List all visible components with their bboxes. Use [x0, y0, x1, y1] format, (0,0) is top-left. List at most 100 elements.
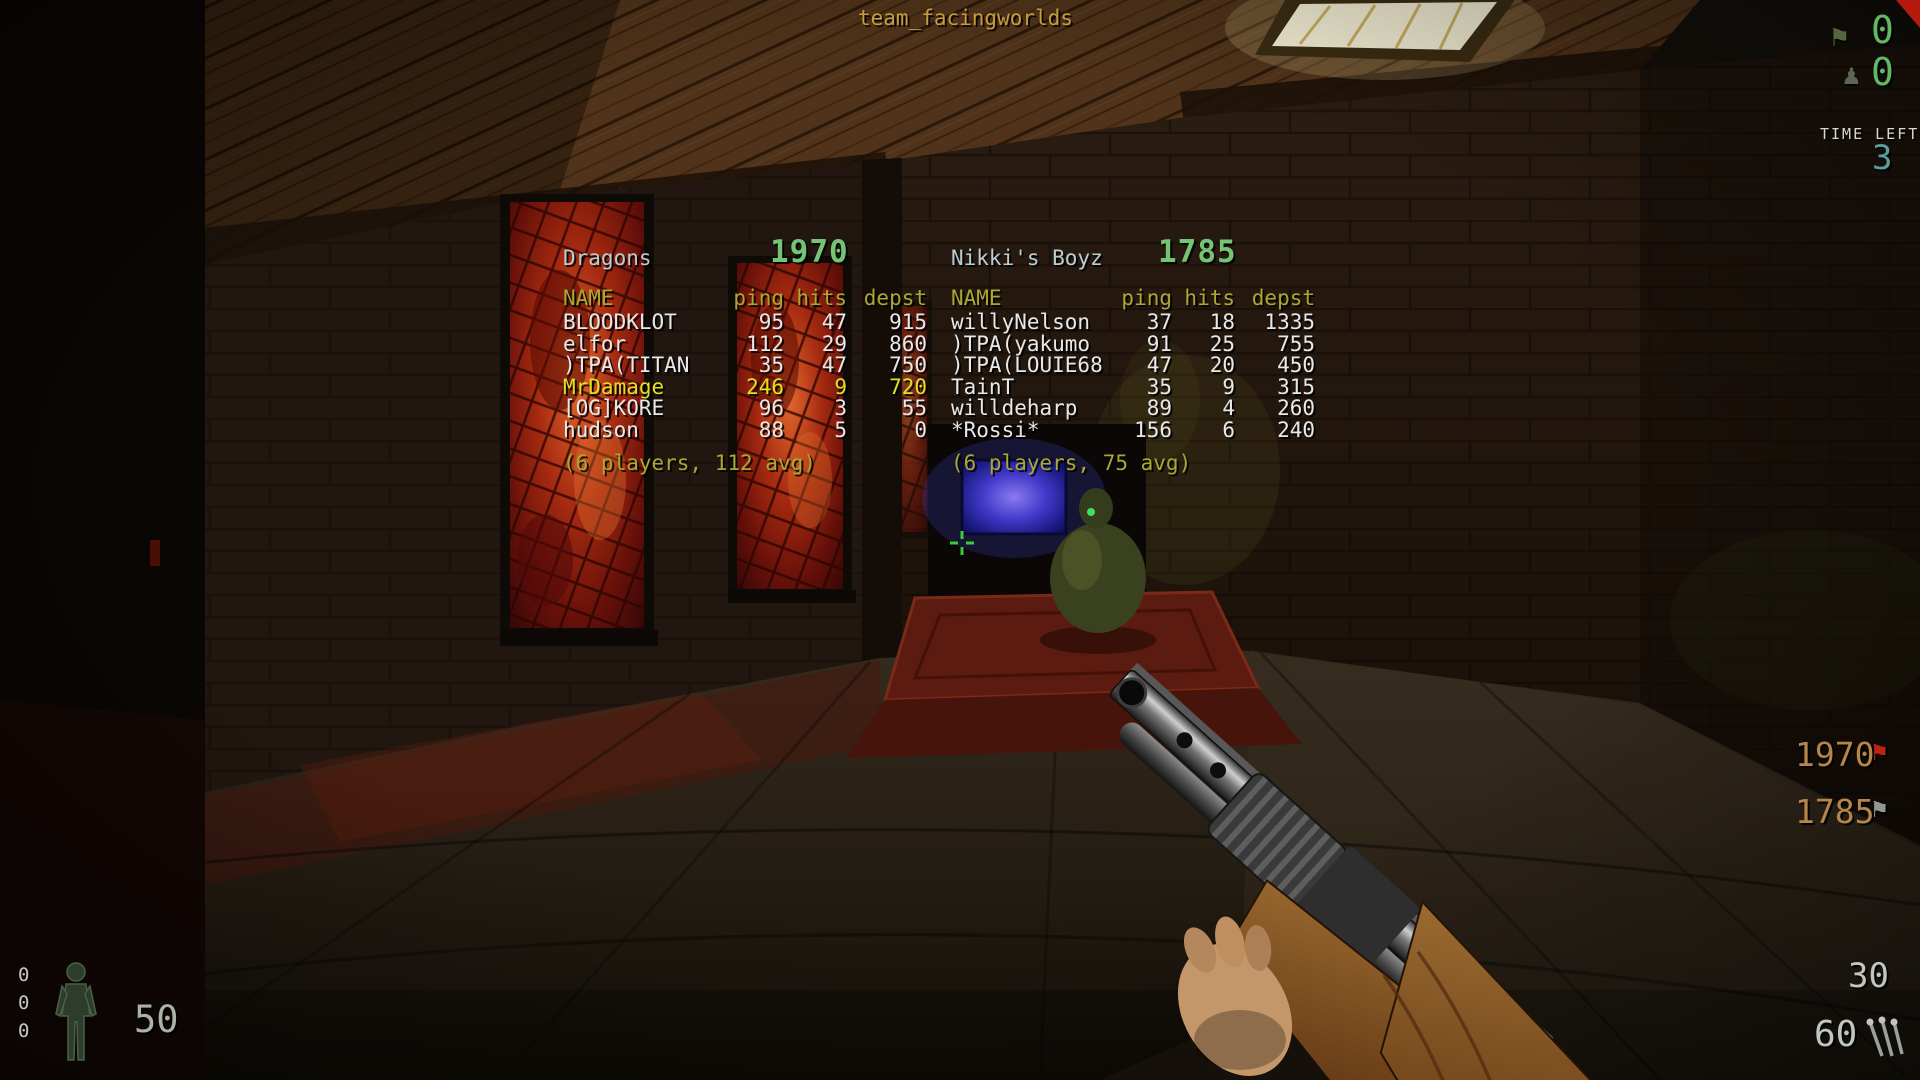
- player-name: )TPA(yakumo: [951, 331, 1091, 356]
- shells-count: 30: [1848, 956, 1889, 996]
- player-depst: 750: [889, 353, 927, 378]
- player-name: BLOODKLOT: [563, 310, 677, 334]
- player-ping: 35: [758, 353, 784, 378]
- player-name: MrDamage: [563, 374, 665, 399]
- column-header-row: NAME ping hits depst: [563, 286, 927, 312]
- player-row: elfor 112 29 860: [563, 331, 927, 356]
- player-depst: 1335: [1264, 310, 1315, 334]
- player-depst: 55: [901, 396, 927, 421]
- player-ping: 112: [746, 331, 784, 356]
- player-ping: 96: [758, 396, 784, 421]
- col-ping: ping: [1121, 286, 1172, 310]
- team-score: 1970: [770, 234, 849, 270]
- player-depst: 240: [1277, 417, 1315, 442]
- health-value: 50: [134, 998, 179, 1041]
- player-hits: 47: [821, 310, 847, 334]
- player-row: hudson 88 5 0: [563, 417, 927, 442]
- team-name: Nikki's Boyz: [951, 246, 1103, 270]
- player-ping: 95: [758, 310, 784, 334]
- red-flag-icon: ⚑: [1872, 737, 1888, 766]
- counter-zero-3: 0: [18, 1020, 30, 1042]
- scoreboard-team-dragons: Dragons 1970 NAME ping hits depst BLOODK…: [563, 234, 927, 475]
- player-hits: 4: [1222, 396, 1235, 421]
- player-hits: 5: [834, 417, 847, 442]
- player-hits: 20: [1209, 353, 1235, 378]
- team-summary: (6 players, 75 avg): [951, 450, 1192, 475]
- player-ping: 246: [746, 374, 784, 399]
- player-row: *Rossi* 156 6 240: [951, 417, 1315, 442]
- player-depst: 315: [1277, 374, 1315, 399]
- player-row: BLOODKLOT 95 47 915: [563, 310, 927, 334]
- player-row-self: MrDamage 246 9 720: [563, 374, 927, 399]
- player-depst: 860: [889, 331, 927, 356]
- player-silhouette-icon: [55, 962, 97, 1061]
- player-name: hudson: [563, 417, 639, 442]
- scoreboard-team-nikkis-boyz: Nikki's Boyz 1785 NAME ping hits depst w…: [951, 234, 1315, 475]
- player-depst: 720: [889, 374, 927, 399]
- statue-icon: ♟: [1843, 58, 1860, 91]
- player-hits: 25: [1209, 331, 1235, 356]
- player-depst: 915: [889, 310, 927, 334]
- map-title: team_facingworlds: [858, 6, 1073, 30]
- weapon-shotgun: [1109, 662, 1610, 1080]
- counter-zero-1: 0: [18, 964, 30, 986]
- player-name: )TPA(TITAN: [563, 353, 690, 378]
- player-row: TainT 35 9 315: [951, 374, 1315, 399]
- player-row: )TPA(TITAN 35 47 750: [563, 355, 927, 377]
- crosshair-icon: [950, 531, 974, 555]
- flag-icon: ⚑: [1831, 20, 1848, 53]
- player-name: [OG]KORE: [563, 396, 665, 421]
- team1-score-counter: 1970: [1795, 735, 1875, 774]
- col-depst: depst: [863, 286, 927, 310]
- player-depst: 0: [914, 417, 927, 442]
- player-hits: 47: [821, 353, 847, 378]
- player-row: [OG]KORE 96 3 55: [563, 398, 927, 420]
- player-row: )TPA(LOUIE68 47 20 450: [951, 355, 1315, 377]
- nails-count: 60: [1814, 1014, 1858, 1055]
- team-header: Nikki's Boyz 1785: [951, 234, 1315, 288]
- team-score: 1785: [1158, 234, 1237, 270]
- weapon-hand: [1100, 916, 1330, 1080]
- player-hits: 29: [821, 331, 847, 356]
- player-ping: 156: [1134, 417, 1172, 442]
- player-name: TainT: [951, 374, 1015, 399]
- flag-counter: 0: [1871, 8, 1894, 52]
- player-ping: 47: [1146, 353, 1172, 378]
- col-name: NAME: [951, 286, 1002, 310]
- player-depst: 260: [1277, 396, 1315, 421]
- col-name: NAME: [563, 286, 614, 310]
- player-name: willdeharp: [951, 396, 1078, 421]
- counter-zero-2: 0: [18, 992, 30, 1014]
- player-hits: 9: [1222, 374, 1235, 399]
- nails-icon: [1866, 1016, 1904, 1057]
- player-ping: 91: [1146, 331, 1172, 356]
- player-ping: 37: [1146, 310, 1172, 334]
- player-depst: 755: [1277, 331, 1315, 356]
- player-row: )TPA(yakumo 91 25 755: [951, 331, 1315, 356]
- team2-score-counter: 1785: [1795, 792, 1875, 831]
- player-ping: 88: [758, 417, 784, 442]
- col-hits: hits: [796, 286, 847, 310]
- player-hits: 9: [834, 374, 847, 399]
- player-hits: 3: [834, 396, 847, 421]
- player-name: )TPA(LOUIE68: [951, 353, 1103, 378]
- screen-corner-marker: [1896, 0, 1920, 28]
- player-hits: 6: [1222, 417, 1235, 442]
- team-name: Dragons: [563, 246, 652, 270]
- player-depst: 450: [1277, 353, 1315, 378]
- player-ping: 35: [1146, 374, 1172, 399]
- team-summary: (6 players, 112 avg): [563, 450, 816, 475]
- time-left-value: 3: [1872, 138, 1893, 178]
- team-header: Dragons 1970: [563, 234, 927, 288]
- player-name: *Rossi*: [951, 417, 1040, 442]
- player-ping: 89: [1146, 396, 1172, 421]
- player-name: willyNelson: [951, 310, 1091, 334]
- player-hits: 18: [1209, 310, 1235, 334]
- col-depst: depst: [1251, 286, 1315, 310]
- column-header-row: NAME ping hits depst: [951, 286, 1315, 312]
- statue-counter: 0: [1871, 50, 1894, 94]
- time-left-label: TIME LEFT: [1820, 125, 1920, 143]
